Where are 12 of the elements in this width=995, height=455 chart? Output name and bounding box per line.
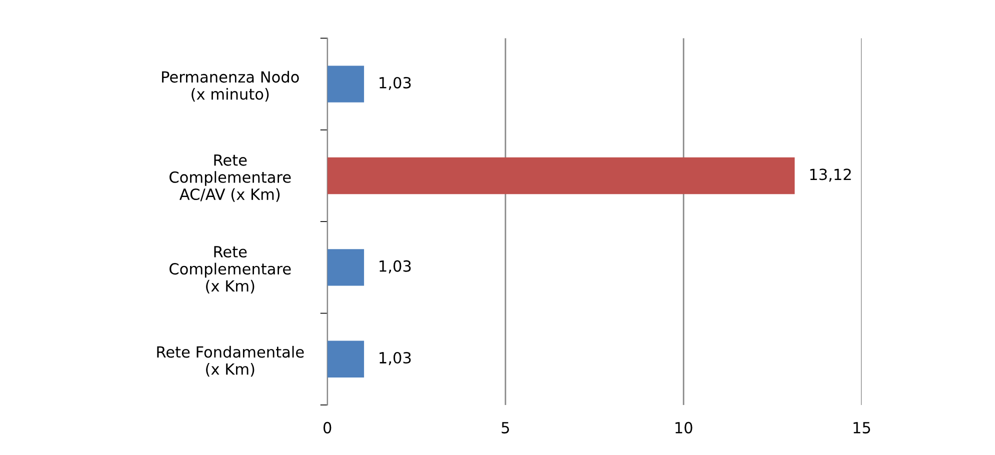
x-tick-label: 10 bbox=[676, 422, 692, 434]
data-label: 1,03 bbox=[380, 352, 411, 366]
y-tick-label: Rete Complementare (x Km) bbox=[170, 246, 291, 294]
x-tick-label: 0 bbox=[324, 422, 332, 434]
y-tick-label: Rete Complementare AC/AV (x Km) bbox=[170, 154, 291, 202]
data-label: 13,12 bbox=[810, 168, 851, 182]
y-tick-label: Permanenza Nodo (x minuto) bbox=[162, 70, 299, 102]
x-tick-label: 15 bbox=[854, 422, 870, 434]
data-label: 1,03 bbox=[380, 76, 411, 90]
data-label: 1,03 bbox=[380, 260, 411, 274]
y-tick-label: Rete Fondamentale (x Km) bbox=[157, 346, 304, 377]
x-tick-label: 5 bbox=[502, 422, 509, 434]
